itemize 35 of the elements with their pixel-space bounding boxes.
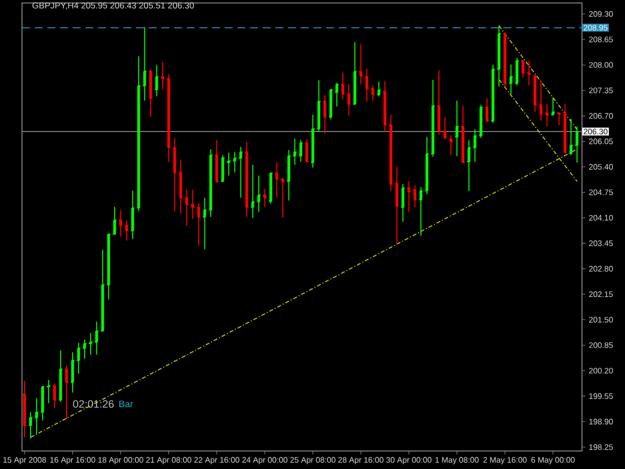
y-tick-label: 208.65 (589, 36, 613, 42)
y-tick-label: 202.15 (589, 291, 613, 298)
x-tick-label: 16 Apr 16:00 (50, 457, 96, 464)
y-tick-label: 199.55 (589, 393, 613, 399)
ref-line-label: 208.95 (584, 24, 608, 31)
x-tick-label: 21 Apr 08:00 (146, 457, 192, 464)
ref-line-label: 206.30 (584, 128, 608, 134)
x-tick-label: 28 Apr 16:00 (338, 457, 384, 464)
x-tick-label: 30 Apr 00:00 (386, 457, 432, 464)
y-tick-label: 203.45 (589, 240, 613, 246)
chart-title: GBPJPY,H4 205.95 206.43 205.51 206.30 (32, 2, 194, 10)
y-tick-label: 204.10 (589, 214, 613, 221)
x-tick-label: 18 Apr 00:00 (98, 457, 144, 464)
y-tick-label: 198.90 (589, 418, 613, 424)
y-tick-label: 208.00 (589, 62, 613, 68)
x-tick-label: 15 Apr 2008 (3, 457, 46, 464)
y-tick-label: 201.50 (589, 316, 613, 323)
x-tick-label: 6 May 00:00 (531, 457, 575, 464)
y-tick-label: 207.35 (589, 88, 613, 94)
y-tick-label: 202.80 (589, 266, 613, 272)
x-tick-label: 24 Apr 00:00 (242, 457, 288, 464)
y-tick-label: 205.40 (589, 164, 613, 170)
y-tick-label: 204.75 (589, 189, 613, 196)
y-tick-label: 200.85 (589, 342, 613, 348)
x-tick-label: 1 May 08:00 (436, 457, 479, 464)
x-tick-label: 25 Apr 08:00 (290, 457, 336, 464)
y-tick-label: 198.25 (589, 444, 613, 450)
y-tick-label: 209.30 (589, 11, 613, 17)
y-tick-label: 206.05 (589, 138, 613, 144)
x-tick-label: 22 Apr 16:00 (194, 457, 240, 464)
y-tick-label: 200.20 (589, 368, 613, 374)
y-tick-label: 206.70 (589, 113, 613, 119)
x-tick-label: 2 May 16:00 (483, 457, 527, 464)
annotation: 02:01:26 (73, 400, 114, 408)
annotation: Bar (119, 400, 133, 408)
